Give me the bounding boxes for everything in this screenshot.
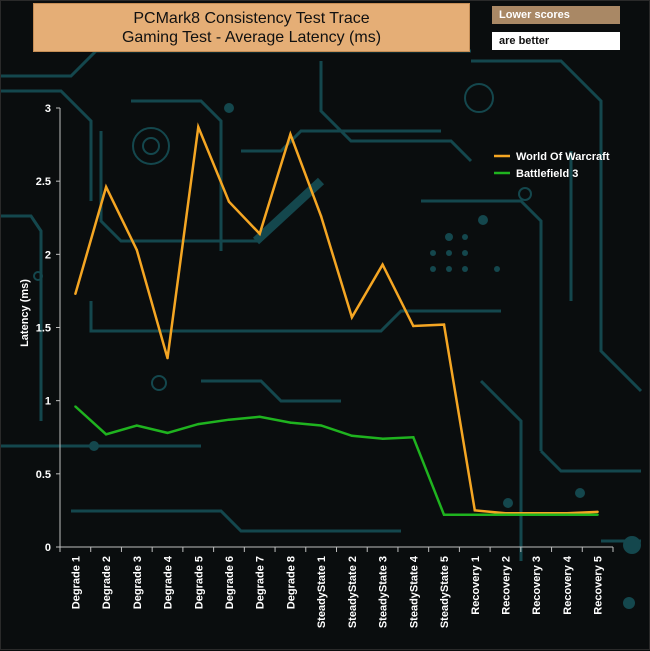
data-point-battlefield-3	[565, 513, 569, 517]
lower-scores-note: Lower scores	[492, 6, 620, 24]
data-point-world-of-warcraft	[473, 509, 476, 512]
y-axis-title: Latency (ms)	[19, 279, 31, 347]
data-point-world-of-warcraft	[412, 324, 415, 328]
x-tick-label: Degrade 6	[224, 556, 236, 609]
data-point-battlefield-3	[473, 513, 476, 517]
y-tick-label: 2	[45, 249, 51, 261]
x-tick-label: Degrade 2	[101, 556, 113, 609]
data-point-battlefield-3	[442, 513, 446, 517]
x-tick-label: Recovery 5	[593, 556, 605, 615]
data-point-world-of-warcraft	[596, 510, 599, 514]
y-tick-label: 1	[45, 396, 51, 408]
x-tick-label: SteadyState 3	[378, 556, 390, 628]
legend-label-1: World Of Warcraft	[516, 151, 610, 163]
x-tick-label: Degrade 4	[163, 555, 175, 609]
data-point-battlefield-3	[504, 513, 507, 517]
data-point-battlefield-3	[135, 424, 139, 427]
data-point-battlefield-3	[227, 418, 231, 421]
x-tick-label: Degrade 5	[193, 556, 205, 609]
data-point-battlefield-3	[534, 513, 538, 517]
data-point-battlefield-3	[596, 513, 599, 517]
x-tick-label: SteadyState 1	[316, 556, 328, 628]
data-point-world-of-warcraft	[319, 215, 323, 218]
data-point-world-of-warcraft	[166, 357, 169, 360]
data-point-battlefield-3	[381, 437, 384, 440]
x-tick-label: Recovery 2	[500, 556, 512, 615]
data-point-battlefield-3	[412, 436, 415, 439]
chart-title-line-2: Gaming Test - Average Latency (ms)	[121, 29, 382, 46]
data-point-battlefield-3	[104, 433, 108, 436]
data-point-battlefield-3	[74, 405, 77, 408]
x-tick-label: Degrade 7	[255, 556, 267, 609]
chart-title-line-1: PCMark8 Consistency Test Trace	[133, 10, 370, 27]
data-point-world-of-warcraft	[104, 185, 108, 189]
x-tick-label: Degrade 3	[132, 556, 144, 609]
x-tick-label: Degrade 1	[70, 556, 82, 609]
data-point-world-of-warcraft	[442, 323, 446, 326]
y-tick-label: 1.5	[36, 323, 51, 335]
better-note: are better	[492, 32, 620, 50]
y-tick-label: 0	[45, 542, 51, 554]
x-tick-label: SteadyState 4	[408, 555, 420, 628]
data-point-battlefield-3	[166, 431, 169, 435]
data-point-battlefield-3	[350, 434, 354, 437]
chart-title: PCMark8 Consistency Test Trace Gaming Te…	[33, 3, 470, 52]
data-point-world-of-warcraft	[74, 292, 77, 296]
data-point-battlefield-3	[289, 421, 292, 424]
series-line-battlefield-3	[74, 405, 598, 517]
x-tick-label: SteadyState 2	[347, 556, 359, 628]
data-point-world-of-warcraft	[350, 316, 354, 319]
y-tick-label: 0.5	[36, 469, 51, 481]
x-tick-label: Recovery 4	[562, 555, 574, 615]
x-tick-label: Recovery 3	[531, 556, 543, 615]
data-point-world-of-warcraft	[227, 200, 231, 203]
data-point-world-of-warcraft	[135, 248, 139, 252]
data-point-world-of-warcraft	[197, 125, 200, 129]
data-point-battlefield-3	[258, 415, 261, 418]
y-tick-label: 2.5	[36, 176, 51, 188]
data-point-world-of-warcraft	[381, 263, 384, 266]
x-tick-label: SteadyState 5	[439, 556, 451, 628]
y-tick-label: 3	[45, 103, 51, 115]
data-point-world-of-warcraft	[258, 232, 261, 236]
x-tick-label: Recovery 1	[470, 556, 482, 615]
data-point-world-of-warcraft	[289, 133, 292, 136]
series-line-world-of-warcraft	[74, 122, 598, 515]
data-point-battlefield-3	[197, 422, 200, 426]
legend-label-2: Battlefield 3	[516, 168, 578, 180]
data-point-battlefield-3	[319, 424, 323, 427]
x-tick-label: Degrade 8	[285, 556, 297, 609]
